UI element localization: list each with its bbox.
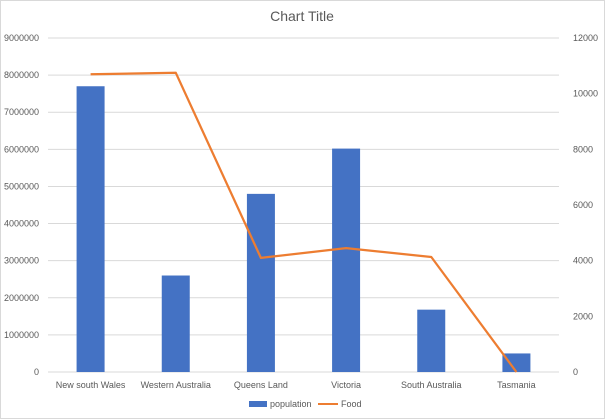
- left-tick-label: 9000000: [4, 33, 39, 43]
- left-tick-label: 6000000: [4, 144, 39, 154]
- right-tick-label: 2000: [573, 311, 593, 321]
- category-axis-labels: New south Wales Western Australia Queens L…: [56, 380, 536, 390]
- right-tick-label: 12000: [573, 33, 598, 43]
- category-label: Queens Land: [234, 380, 288, 390]
- bar-series-population: [76, 86, 531, 372]
- left-tick-label: 1000000: [4, 330, 39, 340]
- left-tick-label: 2000000: [4, 293, 39, 303]
- left-tick-label: 8000000: [4, 70, 39, 80]
- line-series-food: [90, 71, 518, 373]
- right-axis-ticks: 0 2000 4000 6000 8000 10000 12000: [573, 33, 598, 377]
- left-tick-label: 5000000: [4, 181, 39, 191]
- category-label: Victoria: [331, 380, 361, 390]
- left-axis-ticks: 0 1000000 2000000 3000000 4000000 5000000 6000…: [4, 33, 39, 377]
- left-tick-label: 3000000: [4, 256, 39, 266]
- bar: [161, 275, 190, 372]
- legend-label-food: Food: [341, 399, 362, 409]
- bar: [417, 309, 446, 372]
- right-tick-label: 8000: [573, 144, 593, 154]
- legend-swatch-population: [249, 401, 267, 407]
- bar: [76, 86, 105, 372]
- bar: [246, 193, 275, 372]
- bar: [502, 353, 531, 372]
- left-tick-label: 4000000: [4, 219, 39, 229]
- category-label: Western Australia: [141, 380, 211, 390]
- left-tick-label: 7000000: [4, 107, 39, 117]
- legend: population Food: [249, 399, 362, 409]
- category-label: New south Wales: [56, 380, 126, 390]
- gridlines: [48, 37, 559, 373]
- right-tick-label: 4000: [573, 256, 593, 266]
- category-label: Tasmania: [497, 380, 536, 390]
- right-tick-label: 0: [573, 367, 578, 377]
- chart-title: Chart Title: [270, 8, 334, 24]
- right-tick-label: 6000: [573, 200, 593, 210]
- bar: [332, 148, 361, 372]
- food-line: [90, 71, 518, 373]
- legend-label-population: population: [270, 399, 312, 409]
- category-label: South Australia: [401, 380, 462, 390]
- left-tick-label: 0: [34, 367, 39, 377]
- right-tick-label: 10000: [573, 89, 598, 99]
